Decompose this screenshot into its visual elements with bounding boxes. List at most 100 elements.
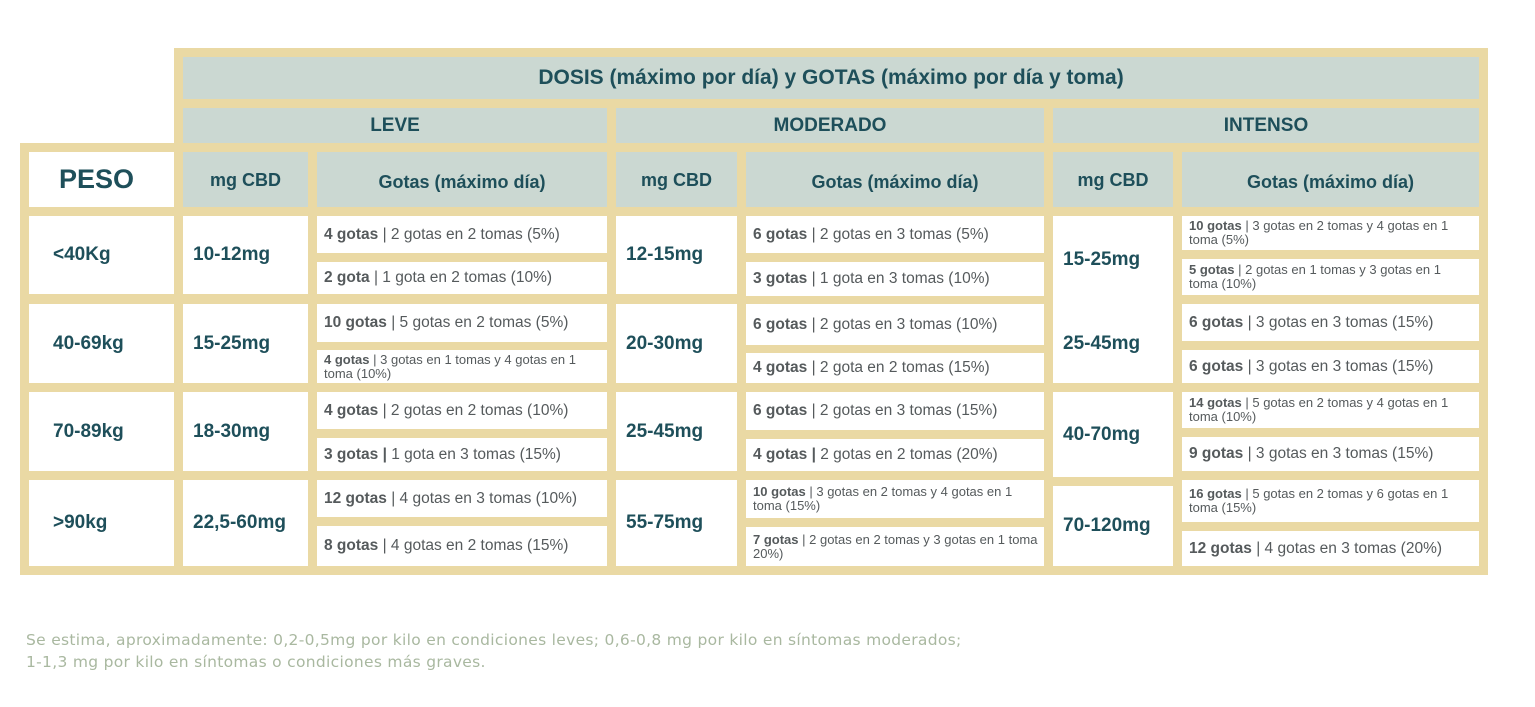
drops-cell: 3 gotas | 1 gota en 3 tomas (10%) xyxy=(746,262,1044,296)
footnote: Se estima, aproximadamente: 0,2-0,5mg po… xyxy=(26,629,962,673)
drops-amount: 6 gotas xyxy=(753,402,808,419)
drops-amount: 7 gotas xyxy=(753,531,799,547)
drops-cell: 6 gotas | 2 gotas en 3 tomas (15%) xyxy=(746,392,1044,430)
weight-cell: 40-69kg xyxy=(29,304,174,383)
leve-mg-header: mg CBD xyxy=(183,152,308,207)
drops-amount: 10 gotas xyxy=(753,484,806,499)
drops-cell: 3 gotas | 1 gota en 3 tomas (15%) xyxy=(317,438,607,471)
drops-detail: 1 gota en 3 tomas (15%) xyxy=(386,445,561,463)
drops-cell: 16 gotas | 5 gotas en 2 tomas y 6 gotas … xyxy=(1182,480,1479,522)
drops-cell: 4 gotas | 2 gota en 2 tomas (15%) xyxy=(746,353,1044,383)
drops-cell: 6 gotas | 2 gotas en 3 tomas (5%) xyxy=(746,216,1044,253)
drops-cell: 6 gotas | 3 gotas en 3 tomas (15%) xyxy=(1182,304,1479,341)
peso-header: PESO xyxy=(29,152,174,207)
drops-detail: | 4 gotas en 2 tomas (15%) xyxy=(378,537,569,554)
drops-amount: 12 gotas xyxy=(324,489,387,507)
drops-cell: 5 gotas | 2 gotas en 1 tomas y 3 gotas e… xyxy=(1182,259,1479,295)
mg-cell: 22,5-60mg xyxy=(183,480,308,566)
drops-amount: 5 gotas xyxy=(1189,262,1235,277)
severity-header-moderado: MODERADO xyxy=(616,108,1044,143)
mg-cell: 15-25mg xyxy=(183,304,308,383)
drops-cell: 2 gota | 1 gota en 2 tomas (10%) xyxy=(317,262,607,294)
drops-cell: 6 gotas | 3 gotas en 3 tomas (15%) xyxy=(1182,350,1479,383)
mg-cell: 55-75mg xyxy=(616,480,737,566)
mg-cell: 20-30mg xyxy=(616,304,737,383)
drops-detail: | 3 gotas en 2 tomas y 4 gotas en 1 toma… xyxy=(753,484,1013,513)
drops-amount: 10 gotas xyxy=(1189,218,1242,233)
drops-amount: 16 gotas xyxy=(1189,486,1242,501)
drops-cell: 10 gotas | 3 gotas en 2 tomas y 4 gotas … xyxy=(1182,216,1479,250)
drops-amount: 4 gotas xyxy=(753,359,808,376)
drops-amount: 12 gotas xyxy=(1189,539,1252,557)
drops-cell: 4 gotas | 3 gotas en 1 tomas y 4 gotas e… xyxy=(317,350,607,383)
drops-detail: | 2 gotas en 2 tomas y 3 gotas en 1 toma… xyxy=(753,531,1038,561)
drops-detail: | 5 gotas en 2 tomas y 4 gotas en 1 toma… xyxy=(1189,395,1449,424)
weight-cell: >90kg xyxy=(29,480,174,566)
drops-detail: | 2 gotas en 3 tomas (10%) xyxy=(807,315,998,333)
severity-header-intenso: INTENSO xyxy=(1053,108,1479,143)
drops-detail: | 3 gotas en 3 tomas (15%) xyxy=(1243,445,1434,462)
drops-detail: | 5 gotas en 2 tomas y 6 gotas en 1 toma… xyxy=(1189,486,1449,515)
mg-cell: 15-25mg xyxy=(1053,216,1173,304)
weight-cell: <40Kg xyxy=(29,216,174,294)
drops-detail: | 3 gotas en 1 tomas y 4 gotas en 1 toma… xyxy=(324,351,576,381)
drops-detail: | 2 gota en 2 tomas (15%) xyxy=(807,359,990,376)
drops-cell: 8 gotas | 4 gotas en 2 tomas (15%) xyxy=(317,526,607,566)
drops-detail: | 5 gotas en 2 tomas (5%) xyxy=(386,314,569,331)
drops-cell: 4 gotas | 2 gotas en 2 tomas (5%) xyxy=(317,216,607,253)
drops-amount: 8 gotas xyxy=(324,537,379,554)
severity-header-leve: LEVE xyxy=(183,108,607,143)
drops-cell: 6 gotas | 2 gotas en 3 tomas (10%) xyxy=(746,304,1044,345)
drops-detail: | 4 gotas en 3 tomas (20%) xyxy=(1251,539,1443,557)
mg-cell: 12-15mg xyxy=(616,216,737,294)
drops-amount: 14 gotas xyxy=(1189,395,1242,410)
drops-cell: 4 gotas | 2 gotas en 2 tomas (20%) xyxy=(746,439,1044,471)
drops-cell: 10 gotas | 5 gotas en 2 tomas (5%) xyxy=(317,304,607,342)
weight-cell: 70-89kg xyxy=(29,392,174,471)
drops-amount: 4 gotas xyxy=(324,225,379,243)
drops-amount: 3 gotas | xyxy=(324,445,387,463)
drops-detail: | 1 gota en 3 tomas (10%) xyxy=(807,270,990,287)
intenso-drops-header: Gotas (máximo día) xyxy=(1182,152,1479,207)
drops-detail: | 4 gotas en 3 tomas (10%) xyxy=(386,489,578,507)
drops-amount: 10 gotas xyxy=(324,314,387,331)
drops-detail: | 3 gotas en 3 tomas (15%) xyxy=(1243,313,1434,331)
mg-cell: 10-12mg xyxy=(183,216,308,294)
mg-cell: 25-45mg xyxy=(1053,304,1173,383)
leve-drops-header: Gotas (máximo día) xyxy=(317,152,607,207)
drops-amount: 4 gotas xyxy=(324,401,379,419)
drops-cell: 10 gotas | 3 gotas en 2 tomas y 4 gotas … xyxy=(746,480,1044,518)
footnote-line-2: 1-1,3 mg por kilo en síntomas o condicio… xyxy=(26,653,486,671)
drops-detail: | 1 gota en 2 tomas (10%) xyxy=(369,269,553,286)
drops-amount: 6 gotas xyxy=(753,225,808,243)
drops-detail: 2 gotas en 2 tomas (20%) xyxy=(815,446,998,463)
drops-amount: 6 gotas xyxy=(753,315,808,333)
moderado-drops-header: Gotas (máximo día) xyxy=(746,152,1044,207)
drops-amount: 9 gotas xyxy=(1189,445,1244,462)
mg-cell: 40-70mg xyxy=(1053,392,1173,477)
mg-cell: 70-120mg xyxy=(1053,486,1173,566)
drops-cell: 12 gotas | 4 gotas en 3 tomas (10%) xyxy=(317,480,607,517)
table-title: DOSIS (máximo por día) y GOTAS (máximo p… xyxy=(183,57,1479,99)
drops-cell: 9 gotas | 3 gotas en 3 tomas (15%) xyxy=(1182,437,1479,471)
drops-detail: | 3 gotas en 2 tomas y 4 gotas en 1 toma… xyxy=(1189,218,1449,247)
moderado-mg-header: mg CBD xyxy=(616,152,737,207)
drops-detail: | 2 gotas en 2 tomas (10%) xyxy=(378,401,569,419)
mg-cell: 18-30mg xyxy=(183,392,308,471)
intenso-mg-header: mg CBD xyxy=(1053,152,1173,207)
drops-amount: 6 gotas xyxy=(1189,357,1244,375)
drops-amount: 2 gota xyxy=(324,269,370,286)
drops-detail: | 2 gotas en 3 tomas (15%) xyxy=(807,402,998,419)
drops-cell: 4 gotas | 2 gotas en 2 tomas (10%) xyxy=(317,392,607,429)
drops-detail: | 2 gotas en 2 tomas (5%) xyxy=(378,225,560,243)
drops-amount: 6 gotas xyxy=(1189,313,1244,331)
drops-cell: 12 gotas | 4 gotas en 3 tomas (20%) xyxy=(1182,531,1479,566)
footnote-line-1: Se estima, aproximadamente: 0,2-0,5mg po… xyxy=(26,631,962,649)
drops-amount: 4 gotas xyxy=(324,351,370,367)
drops-amount: 3 gotas xyxy=(753,270,808,287)
mg-cell: 25-45mg xyxy=(616,392,737,471)
drops-detail: | 3 gotas en 3 tomas (15%) xyxy=(1243,357,1434,375)
drops-cell: 7 gotas | 2 gotas en 2 tomas y 3 gotas e… xyxy=(746,527,1044,566)
drops-detail: | 2 gotas en 1 tomas y 3 gotas en 1 toma… xyxy=(1189,262,1441,291)
drops-detail: | 2 gotas en 3 tomas (5%) xyxy=(807,225,989,243)
